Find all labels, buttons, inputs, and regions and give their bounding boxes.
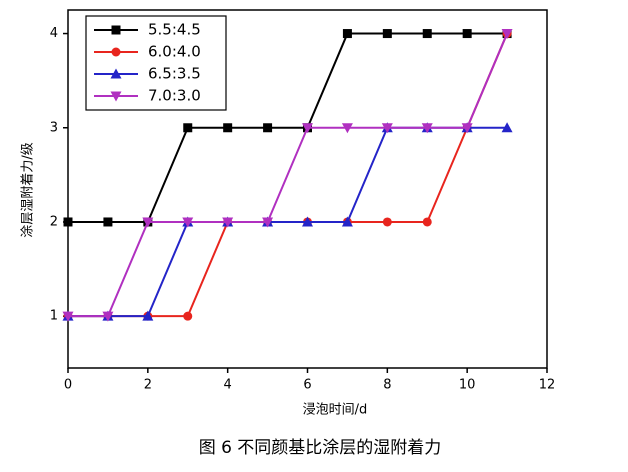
legend-box (85, 15, 227, 111)
marker (422, 29, 432, 39)
marker (501, 122, 513, 133)
series-line (68, 32, 508, 223)
marker (421, 123, 433, 134)
x-tick-label: 8 (383, 378, 391, 393)
legend-marker (111, 47, 121, 57)
marker (341, 123, 353, 134)
series-line (68, 33, 509, 318)
x-tick-label: 10 (459, 378, 476, 393)
x-axis-label: 浸泡时间/d (303, 403, 368, 418)
y-axis-label: 涂层湿附着力/级 (20, 142, 36, 237)
marker (62, 311, 74, 322)
y-tick-label: 1 (50, 309, 58, 324)
x-tick-label: 4 (224, 378, 232, 393)
legend-marker (111, 25, 121, 35)
y-tick-label: 4 (50, 26, 58, 41)
marker (263, 123, 273, 133)
marker (63, 217, 73, 227)
marker (183, 311, 193, 321)
marker (302, 123, 313, 134)
legend-marker (110, 91, 122, 102)
marker (382, 29, 392, 39)
marker (501, 29, 513, 40)
marker (341, 216, 353, 227)
legend-marker (110, 68, 122, 79)
x-tick-label: 2 (144, 378, 152, 393)
marker (262, 217, 274, 228)
y-tick-label: 2 (50, 214, 58, 229)
y-tick-label: 3 (50, 120, 58, 135)
marker (422, 217, 432, 227)
x-tick-label: 0 (64, 378, 72, 393)
marker (223, 123, 233, 133)
marker (342, 29, 352, 39)
x-tick-label: 12 (539, 378, 556, 393)
marker (461, 123, 473, 134)
marker (103, 217, 113, 227)
x-tick-label: 6 (303, 378, 311, 393)
marker (462, 29, 472, 39)
marker (142, 310, 154, 321)
marker (382, 217, 392, 227)
marker (102, 311, 114, 322)
marker (182, 217, 194, 228)
legend-label: 5.5:4.5 (148, 21, 201, 39)
marker (302, 216, 313, 227)
marker (381, 123, 393, 134)
legend-label: 6.0:4.0 (148, 43, 201, 61)
caption: 图 6 不同颜基比涂层的湿附着力 (199, 438, 442, 458)
marker (183, 123, 193, 133)
legend-label: 7.0:3.0 (148, 87, 201, 105)
legend-label: 6.5:3.5 (148, 65, 201, 83)
marker (222, 217, 234, 228)
marker (142, 217, 154, 228)
